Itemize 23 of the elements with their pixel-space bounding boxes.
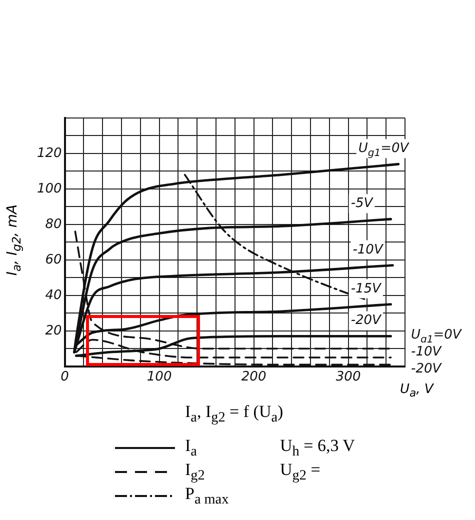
y-tick-label: 80 — [45, 216, 62, 232]
y-tick-label: 120 — [36, 146, 62, 161]
text: I$_{g2}$ — [185, 460, 205, 484]
series-label: -15V — [350, 281, 382, 296]
series-label: -20V — [350, 313, 382, 328]
x-axis-title: U$_{a}$, V — [400, 382, 434, 400]
y-tick-label: 40 — [45, 288, 62, 303]
text: U$_{h}$ = 6,3 V — [280, 436, 355, 460]
series-label: -10V — [411, 344, 442, 360]
text: I$_{a}$ — [185, 436, 197, 460]
series-label: -10V — [352, 242, 384, 258]
y-tick-label: 20 — [45, 323, 62, 338]
x-tick-label: 200 — [241, 370, 266, 385]
series-label: -20V — [411, 362, 442, 377]
text: U$_{g2}$ = — [280, 460, 320, 484]
y-tick-label: 60 — [45, 252, 62, 268]
x-tick-label: 300 — [336, 370, 361, 385]
x-tick-label: 0 — [60, 370, 69, 385]
text: I$_{a}$, I$_{g2}$ = f (U$_{a}$) — [185, 402, 284, 426]
text: P$_{a max}$ — [185, 484, 229, 508]
x-tick-label: 100 — [146, 370, 172, 385]
series-label: -5V — [350, 196, 374, 212]
y-tick-label: 100 — [36, 181, 62, 196]
